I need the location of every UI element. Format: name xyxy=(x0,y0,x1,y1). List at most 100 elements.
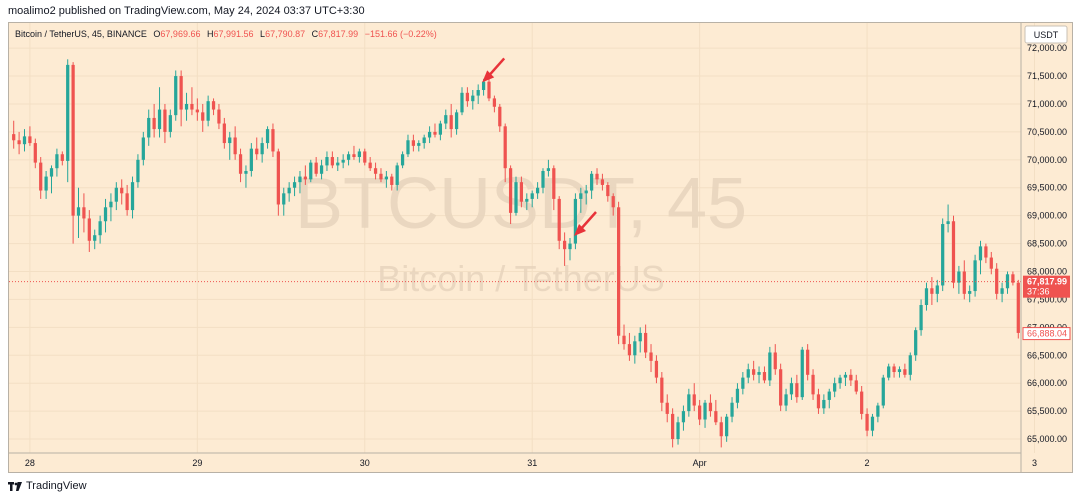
candle xyxy=(503,123,507,183)
candle xyxy=(163,103,167,144)
candle xyxy=(379,168,383,183)
candle xyxy=(768,346,772,386)
price-ticks: 65,000.0065,500.0066,000.0066,500.0067,0… xyxy=(1027,43,1067,444)
price-tick-label: 66,500.00 xyxy=(1027,350,1067,360)
candle xyxy=(519,176,524,208)
candle xyxy=(692,383,696,412)
candle xyxy=(265,126,270,149)
candle xyxy=(924,282,929,311)
candle xyxy=(422,134,426,149)
time-axis[interactable]: 28293031Apr2345 xyxy=(9,452,1072,468)
price-axis[interactable]: USDT 65,000.00 65,500.00 66,000.00 66,500.0… xyxy=(1020,23,1071,472)
candlestick-chart[interactable]: BTCUSDT, 45 Bitcoin / TetherUS Bitcoin /… xyxy=(9,23,1072,472)
candle xyxy=(190,87,194,116)
top-bar: moalimo2 published on TradingView.com, M… xyxy=(0,0,1080,22)
candle xyxy=(595,168,599,185)
candle xyxy=(541,168,545,194)
candle xyxy=(903,363,907,378)
candle xyxy=(822,394,826,414)
candle xyxy=(698,399,702,426)
candle xyxy=(444,109,448,130)
candle xyxy=(789,377,794,400)
time-tick-label: 31 xyxy=(527,458,537,468)
candle xyxy=(719,416,723,448)
legend-close: 67,817.99 xyxy=(318,29,358,39)
candle xyxy=(779,363,783,412)
candle xyxy=(703,399,707,428)
candle xyxy=(228,131,232,160)
candle xyxy=(611,193,615,216)
candle xyxy=(357,148,361,163)
candle xyxy=(795,374,799,403)
candle xyxy=(130,176,135,219)
candle xyxy=(125,184,129,216)
candle xyxy=(757,366,761,384)
candle xyxy=(665,394,669,423)
currency-box[interactable] xyxy=(1024,25,1068,44)
candle xyxy=(589,170,594,199)
candle xyxy=(141,131,145,166)
candle xyxy=(276,148,280,216)
candle xyxy=(498,103,502,132)
candle xyxy=(346,151,351,166)
candle xyxy=(87,210,91,252)
price-tick-label: 65,000.00 xyxy=(1027,434,1067,444)
candle xyxy=(860,385,864,420)
legend-change: −151.66 (−0.22%) xyxy=(365,29,437,39)
candle xyxy=(930,277,934,306)
candle xyxy=(152,103,156,138)
price-tick-label: 71,000.00 xyxy=(1027,99,1067,109)
candle xyxy=(244,165,248,188)
candle xyxy=(725,413,729,442)
candle xyxy=(984,243,988,264)
candle xyxy=(373,162,378,180)
candle xyxy=(341,154,345,169)
candle xyxy=(384,170,388,188)
candle xyxy=(201,103,205,132)
bar-countdown: 37:36 xyxy=(1027,287,1050,297)
candle xyxy=(1000,282,1004,303)
candle xyxy=(941,218,945,292)
candle xyxy=(833,377,837,398)
candle xyxy=(330,151,334,169)
last-price-value: 67,817.99 xyxy=(1027,277,1067,287)
chart-panel[interactable]: BTCUSDT, 45 Bitcoin / TetherUS Bitcoin /… xyxy=(8,22,1073,473)
candle xyxy=(49,165,54,194)
price-tick-label: 69,500.00 xyxy=(1027,183,1067,193)
time-ticks: 28293031Apr2345 xyxy=(25,458,1037,468)
time-tick-label: 3 xyxy=(1032,458,1037,468)
candle xyxy=(865,408,869,437)
candle xyxy=(892,363,896,378)
candle xyxy=(897,366,902,378)
candle xyxy=(773,344,777,375)
candle xyxy=(525,193,529,211)
candle xyxy=(93,229,97,250)
candle xyxy=(978,240,983,275)
candle xyxy=(55,148,59,177)
published-info: moalimo2 published on TradingView.com, M… xyxy=(8,5,365,17)
candle xyxy=(935,279,939,303)
candle xyxy=(352,145,356,160)
candle xyxy=(406,134,410,158)
candle xyxy=(238,148,243,183)
candle xyxy=(989,251,993,275)
candle xyxy=(98,215,102,244)
candle xyxy=(368,157,372,171)
candle xyxy=(514,176,518,216)
candle xyxy=(951,215,956,289)
candle xyxy=(314,157,318,177)
candle xyxy=(849,369,853,386)
candle xyxy=(103,198,108,233)
candle xyxy=(400,151,405,169)
legend-low-label: L xyxy=(260,29,265,39)
candle xyxy=(249,143,253,177)
candle xyxy=(660,372,664,412)
candle xyxy=(417,140,421,152)
candle xyxy=(168,109,172,138)
candle xyxy=(816,388,821,414)
candle xyxy=(120,179,124,205)
red-arrow-icon xyxy=(574,211,597,236)
candle xyxy=(627,332,632,361)
legend: Bitcoin / TetherUS, 45, BINANCE O67,969.… xyxy=(15,29,437,39)
candle xyxy=(22,129,27,152)
